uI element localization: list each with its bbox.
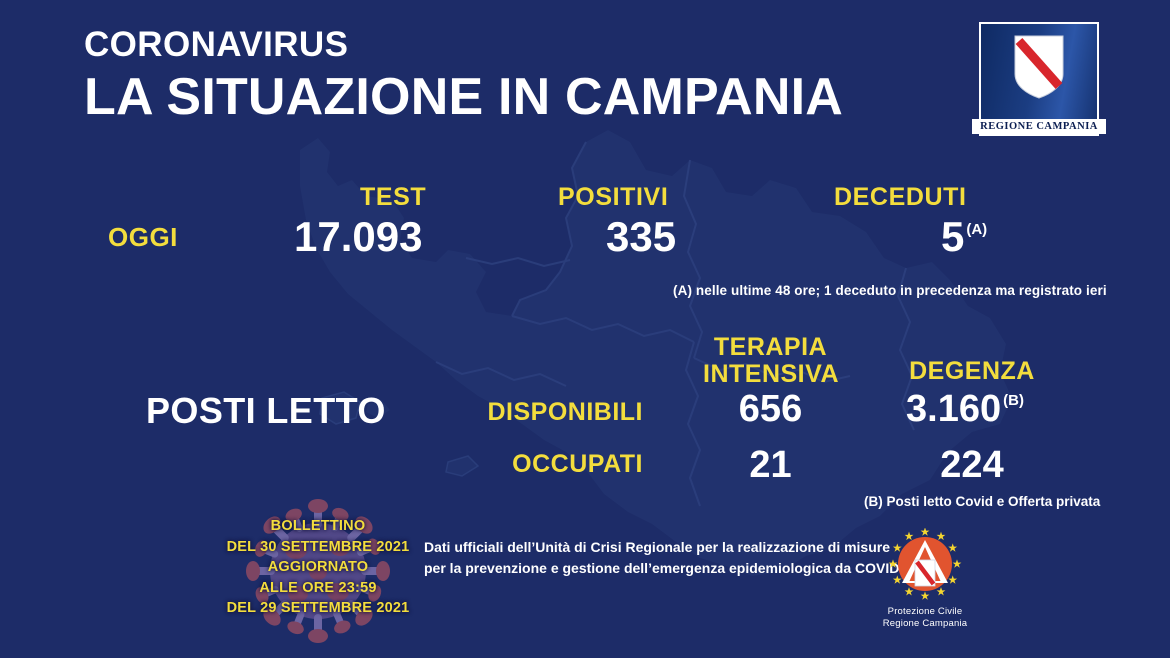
beds-value-degenza-disponibili-number: 3.160 <box>906 388 1002 430</box>
beds-column-header-degenza: DEGENZA <box>909 357 1035 385</box>
stat-value-test: 17.093 <box>294 213 423 260</box>
beds-row-label-disponibili: DISPONIBILI <box>487 398 643 426</box>
bulletin-line-4: ALLE ORE 23:59 <box>259 579 377 596</box>
regione-campania-logo-label: REGIONE CAMPANIA <box>972 119 1106 134</box>
bulletin-line-1: BOLLETTINO <box>270 518 366 534</box>
protezione-civile-logo-label: Protezione Civile Regione Campania <box>866 606 984 629</box>
stat-value-deceduti-number: 5 <box>941 213 965 260</box>
stat-label-deceduti: DECEDUTI <box>834 183 967 211</box>
credit-line-1: Dati ufficiali dell’Unità di Crisi Regio… <box>424 539 891 555</box>
beds-value-ti-disponibili: 656 <box>738 388 803 430</box>
bulletin-line-3: AGGIORNATO <box>267 559 369 576</box>
stat-value-deceduti: 5 (A) <box>941 213 988 260</box>
credit-line-2: per la prevenzione e gestione dell’emerg… <box>424 560 920 576</box>
stat-label-positivi: POSITIVI <box>558 183 669 211</box>
beds-column-header-terapia-intensiva: TERAPIA INTENSIVA <box>703 333 839 388</box>
beds-value-ti-occupati: 21 <box>749 444 792 486</box>
today-row-label: OGGI <box>108 222 178 252</box>
data-source-credit: Dati ufficiali dell’Unità di Crisi Regio… <box>424 537 920 579</box>
page-kicker: CORONAVIRUS <box>84 25 349 64</box>
beds-row-label-occupati: OCCUPATI <box>512 450 643 478</box>
stat-value-deceduti-superscript: (A) <box>966 221 988 238</box>
bulletin-date-block: BOLLETTINO DEL 30 SETTEMBRE 2021 AGGIORN… <box>216 516 420 619</box>
campania-shield-icon <box>1014 35 1064 99</box>
bulletin-line-2: DEL 30 SETTEMBRE 2021 <box>226 538 410 555</box>
stat-label-test: TEST <box>360 183 427 211</box>
beds-column-header-line1: TERAPIA <box>713 333 828 361</box>
beds-column-header-line2: INTENSIVA <box>703 359 839 388</box>
protezione-civile-logo: Protezione Civile Regione Campania <box>866 528 984 632</box>
bulletin-line-5: DEL 29 SETTEMBRE 2021 <box>226 600 410 617</box>
beds-value-degenza-occupati: 224 <box>940 444 1004 486</box>
stat-value-positivi: 335 <box>606 213 677 260</box>
beds-section-label: POSTI LETTO <box>146 390 386 431</box>
footnote-a: (A) nelle ultime 48 ore; 1 deceduto in p… <box>673 283 1107 298</box>
beds-value-degenza-disponibili: 3.160 (B) <box>890 390 1038 428</box>
regione-campania-logo: REGIONE CAMPANIA <box>972 22 1106 136</box>
pc-label-line-1: Protezione Civile <box>887 606 963 617</box>
pc-label-line-2: Regione Campania <box>882 617 968 629</box>
page-title: LA SITUAZIONE IN CAMPANIA <box>84 68 843 126</box>
footnote-b: (B) Posti letto Covid e Offerta privata <box>864 494 1101 509</box>
protezione-civile-emblem-icon <box>888 528 962 600</box>
beds-value-degenza-superscript: (B) <box>1003 392 1024 410</box>
